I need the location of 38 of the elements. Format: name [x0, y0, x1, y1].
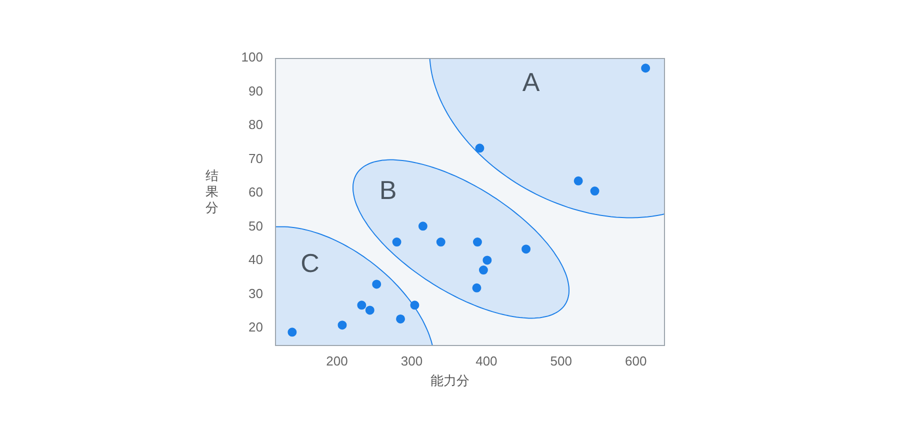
- point: [436, 238, 446, 247]
- point: [372, 280, 382, 289]
- point: [396, 314, 406, 324]
- x-axis-title: 能力分: [430, 372, 470, 390]
- point: [392, 238, 402, 247]
- point: [418, 222, 428, 231]
- point: [288, 328, 297, 337]
- y-tick-label: 20: [248, 320, 263, 335]
- y-tick-label: 100: [241, 50, 263, 65]
- point: [338, 320, 347, 330]
- point: [641, 64, 650, 73]
- x-tick-label: 600: [625, 353, 647, 368]
- x-tick-label: 300: [400, 353, 423, 368]
- y-tick-label: 40: [248, 252, 263, 268]
- y-tick-label: 60: [248, 184, 263, 200]
- annotation: A: [522, 67, 540, 98]
- annotation: B: [379, 175, 397, 206]
- point: [590, 186, 600, 196]
- annotation: C: [300, 248, 320, 278]
- y-axis-title: 结果分: [204, 168, 220, 216]
- y-tick-label: 30: [248, 286, 263, 301]
- point: [365, 306, 374, 315]
- point: [357, 300, 366, 310]
- point: [522, 244, 531, 254]
- point: [472, 238, 482, 247]
- point: [482, 256, 492, 265]
- point: [472, 283, 482, 292]
- x-tick-label: 500: [550, 353, 572, 368]
- point: [574, 176, 583, 186]
- y-tick-label: 90: [248, 83, 263, 98]
- point: [475, 144, 484, 153]
- y-tick-label: 80: [248, 117, 263, 132]
- y-tick-label: 70: [248, 150, 263, 166]
- x-tick-label: 400: [476, 353, 498, 368]
- point: [478, 266, 488, 275]
- x-tick-label: 200: [326, 353, 348, 368]
- point: [410, 300, 420, 310]
- y-tick-label: 50: [248, 218, 263, 234]
